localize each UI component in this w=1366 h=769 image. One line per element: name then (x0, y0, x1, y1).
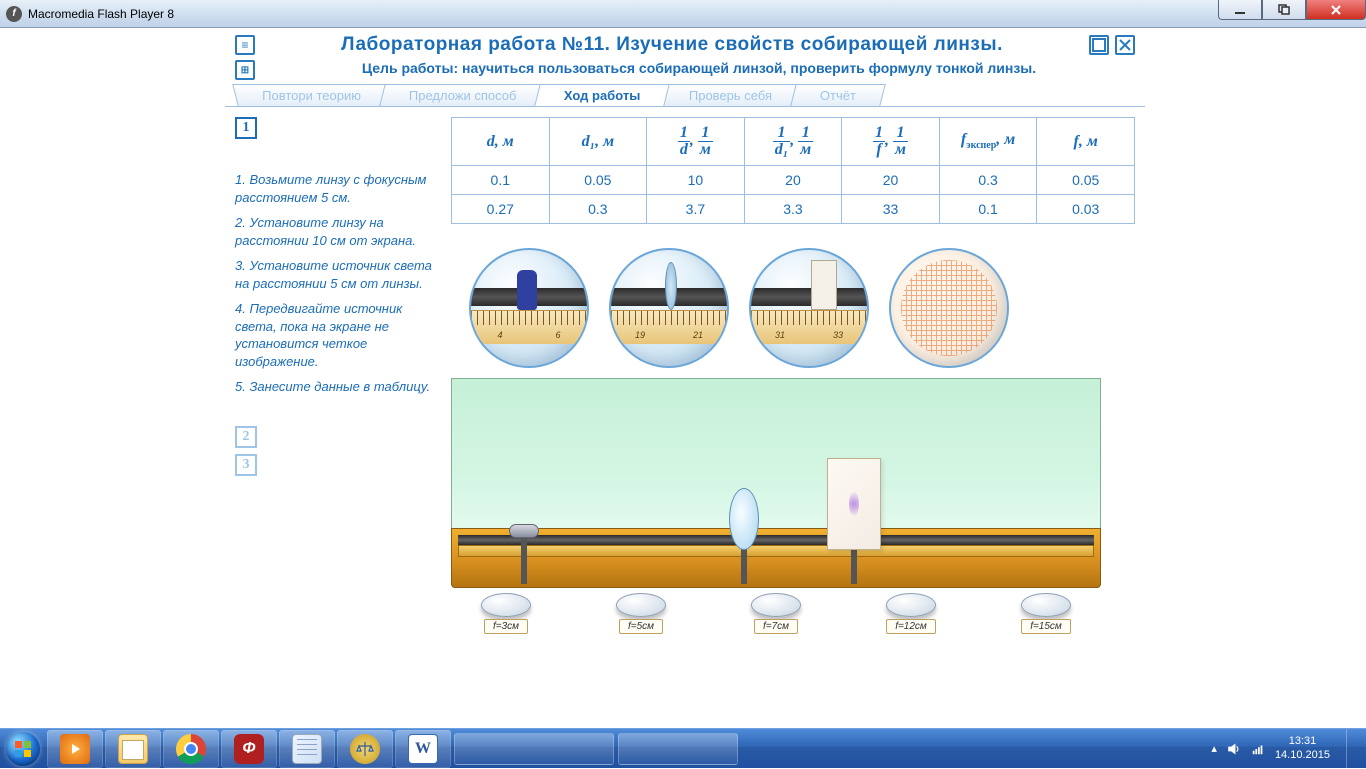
magnifier-row: 46 1921 3133 (469, 248, 1135, 368)
col-d1: d₁, м (549, 118, 647, 166)
tab-theory[interactable]: Повтори теорию (232, 84, 390, 106)
window-minimize-button[interactable] (1218, 0, 1262, 20)
show-desktop-button[interactable] (1346, 729, 1360, 769)
taskbar-notepad[interactable] (279, 730, 335, 768)
bench-light-source[interactable] (509, 524, 539, 538)
instruction-4: 4. Передвигайте источник света, пока на … (235, 300, 435, 370)
tray-clock[interactable]: 13:31 14.10.2015 (1275, 735, 1330, 761)
step-2-badge[interactable]: 2 (235, 426, 257, 448)
table-row: 0.270.3 3.73.3 330.1 0.03 (452, 195, 1135, 224)
tab-check[interactable]: Проверь себя (659, 84, 802, 106)
instruction-3: 3. Установите источник света на расстоян… (235, 257, 435, 292)
experiment-column: d, м d₁, м 1d, 1м 1d₁, 1м 1f, (451, 117, 1135, 638)
tab-report[interactable]: Отчёт (790, 84, 886, 106)
table-row: 0.10.05 1020 200.3 0.05 (452, 166, 1135, 195)
col-f-exp: fэкспер, м (939, 118, 1037, 166)
instruction-1: 1. Возьмите линзу с фокусным расстоянием… (235, 171, 435, 206)
optical-bench[interactable]: f=3см f=5см f=7см f=12см f=15см (451, 378, 1101, 638)
tray-show-hidden-icon[interactable]: ▴ (1211, 742, 1217, 755)
taskbar: Φ W ▴ 13:31 14.10.2015 (0, 728, 1366, 768)
app-canvas: Лабораторная работа №11. Изучение свойст… (0, 28, 1366, 728)
magnifier-lens[interactable]: 1921 (609, 248, 729, 368)
taskbar-running-window-2[interactable] (618, 733, 738, 765)
window-maximize-button[interactable] (1262, 0, 1306, 20)
close-panel-icon[interactable] (1115, 35, 1135, 55)
taskbar-media-player[interactable] (47, 730, 103, 768)
col-d: d, м (452, 118, 550, 166)
lens-option-7cm[interactable]: f=7см (751, 593, 801, 634)
window-close-button[interactable] (1306, 0, 1366, 20)
step-1-badge[interactable]: 1 (235, 117, 257, 139)
col-inv-d1: 1d₁, 1м (744, 118, 842, 166)
magnifier-screen[interactable]: 3133 (749, 248, 869, 368)
instruction-5: 5. Занесите данные в таблицу. (235, 378, 435, 396)
lens-picker: f=3см f=5см f=7см f=12см f=15см (481, 593, 1071, 634)
lens-option-15cm[interactable]: f=15см (1021, 593, 1071, 634)
tray-volume-icon[interactable] (1227, 742, 1241, 756)
tab-bar: Повтори теорию Предложи способ Ход работ… (225, 84, 1145, 107)
system-tray: ▴ 13:31 14.10.2015 (1211, 729, 1366, 769)
instructions-column: 1 1. Возьмите линзу с фокусным расстояни… (235, 117, 435, 638)
taskbar-running-window-1[interactable] (454, 733, 614, 765)
taskbar-chrome[interactable] (163, 730, 219, 768)
bench-lens[interactable] (729, 488, 759, 550)
taskbar-explorer[interactable] (105, 730, 161, 768)
tray-network-icon[interactable] (1251, 742, 1265, 756)
menu-icon[interactable] (235, 35, 255, 55)
calculator-icon[interactable]: ⊞ (235, 60, 255, 80)
lens-option-3cm[interactable]: f=3см (481, 593, 531, 634)
tab-procedure[interactable]: Ход работы (535, 84, 671, 106)
lab-panel: Лабораторная работа №11. Изучение свойст… (225, 30, 1145, 638)
taskbar-word[interactable]: W (395, 730, 451, 768)
instruction-2: 2. Установите линзу на расстоянии 10 см … (235, 214, 435, 249)
fullscreen-icon[interactable] (1089, 35, 1109, 55)
step-3-badge[interactable]: 3 (235, 454, 257, 476)
taskbar-balance-app[interactable] (337, 730, 393, 768)
flash-player-icon: f (6, 6, 22, 22)
lens-option-5cm[interactable]: f=5см (616, 593, 666, 634)
lab-goal: Цель работы: научиться пользоваться соби… (263, 56, 1135, 84)
window-titlebar: f Macromedia Flash Player 8 (0, 0, 1366, 28)
lab-title: Лабораторная работа №11. Изучение свойст… (263, 34, 1081, 56)
bench-screen[interactable] (827, 458, 881, 550)
col-f: f, м (1037, 118, 1135, 166)
lens-option-12cm[interactable]: f=12см (886, 593, 936, 634)
magnifier-image[interactable] (889, 248, 1009, 368)
tab-method[interactable]: Предложи способ (379, 84, 546, 106)
magnifier-light-source[interactable]: 46 (469, 248, 589, 368)
data-table: d, м d₁, м 1d, 1м 1d₁, 1м 1f, (451, 117, 1135, 224)
col-inv-f: 1f, 1м (842, 118, 940, 166)
taskbar-flash-app[interactable]: Φ (221, 730, 277, 768)
col-inv-d: 1d, 1м (647, 118, 745, 166)
start-button[interactable] (0, 729, 46, 769)
window-title: Macromedia Flash Player 8 (28, 7, 174, 21)
